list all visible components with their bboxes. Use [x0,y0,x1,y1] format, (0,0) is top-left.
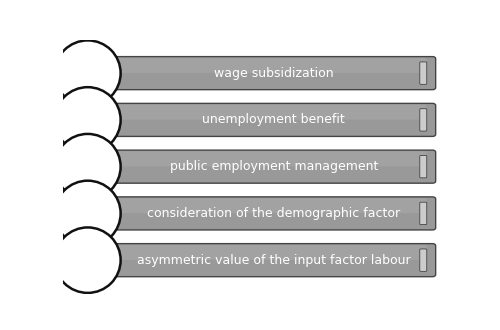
Ellipse shape [74,59,89,73]
Text: consideration of the demographic factor: consideration of the demographic factor [147,207,400,220]
Ellipse shape [55,87,120,152]
FancyBboxPatch shape [420,155,427,178]
FancyBboxPatch shape [115,198,426,213]
FancyBboxPatch shape [420,109,427,131]
Ellipse shape [74,246,89,260]
FancyBboxPatch shape [420,249,427,271]
Ellipse shape [55,181,120,246]
Ellipse shape [74,105,89,120]
Ellipse shape [55,134,120,199]
Ellipse shape [55,227,120,293]
Ellipse shape [74,152,89,167]
FancyBboxPatch shape [112,103,436,136]
FancyBboxPatch shape [115,151,426,166]
FancyBboxPatch shape [112,197,436,230]
Text: public employment management: public employment management [170,160,378,173]
FancyBboxPatch shape [115,58,426,73]
Text: asymmetric value of the input factor labour: asymmetric value of the input factor lab… [137,254,410,267]
FancyBboxPatch shape [112,57,436,90]
FancyBboxPatch shape [420,202,427,225]
FancyBboxPatch shape [115,245,426,260]
FancyBboxPatch shape [420,62,427,84]
FancyBboxPatch shape [112,244,436,277]
Text: wage subsidization: wage subsidization [214,67,334,80]
FancyBboxPatch shape [115,105,426,120]
Ellipse shape [55,40,120,106]
FancyBboxPatch shape [112,150,436,183]
Text: unemployment benefit: unemployment benefit [202,114,345,126]
Ellipse shape [74,199,89,214]
